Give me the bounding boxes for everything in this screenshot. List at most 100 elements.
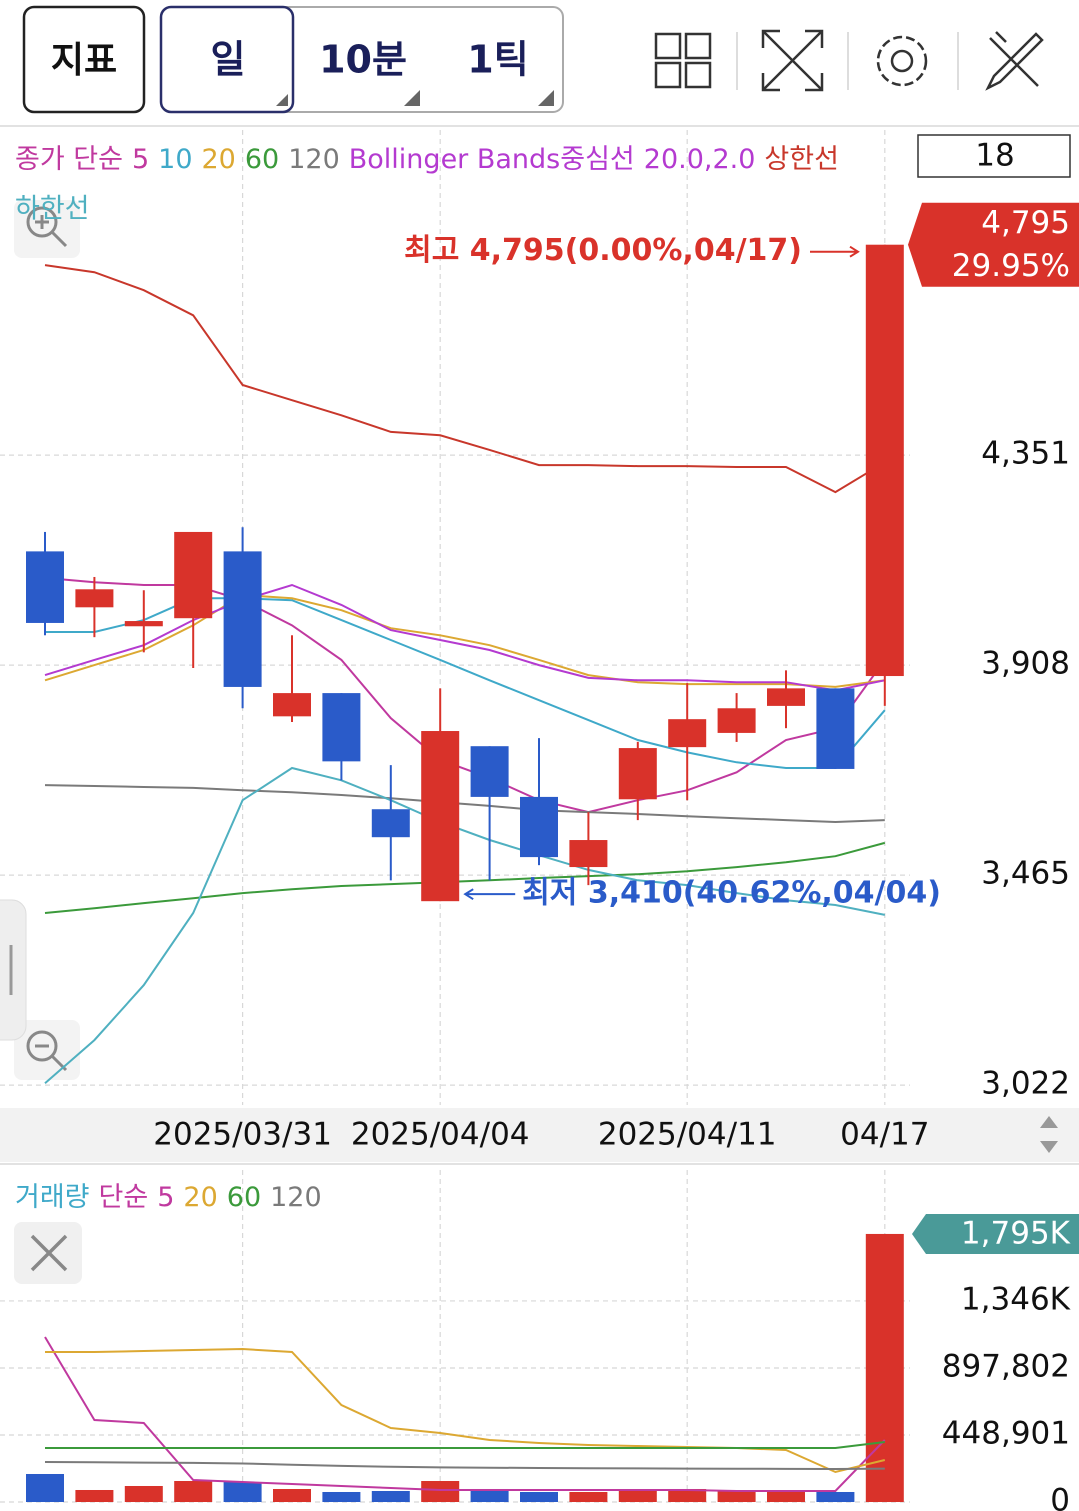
ma-line [45, 1441, 885, 1449]
candle-body [421, 731, 460, 902]
legend-item: 20 [183, 1182, 217, 1213]
y-tick-label: 3,908 [981, 646, 1070, 682]
legend-item: 120 [270, 1182, 322, 1213]
ma-line [44, 576, 886, 814]
x-tick-label: 2025/03/31 [153, 1117, 332, 1153]
candle-body [618, 748, 657, 800]
legend-item: 거래량 [15, 1182, 90, 1213]
y-tick-label: 448,901 [942, 1415, 1070, 1451]
volume-bar [717, 1490, 756, 1502]
x-tick-label: 2025/04/04 [351, 1117, 530, 1153]
y-tick-label: 4,351 [981, 436, 1070, 472]
candle-body [75, 589, 114, 608]
legend-item: 120 [288, 144, 340, 175]
scale-arrows[interactable] [1040, 1116, 1058, 1153]
volume-bar [174, 1480, 213, 1502]
ma-line [44, 766, 885, 1084]
ma-line [44, 264, 886, 494]
legend-item: 20.0,2.0 [644, 144, 756, 175]
volume-bar [75, 1489, 114, 1502]
y-tick-label: 3,465 [981, 856, 1070, 892]
volume-tag [912, 1213, 1079, 1254]
candle-body [569, 840, 608, 868]
x-tick-label: 2025/04/11 [598, 1117, 777, 1153]
indicator-button[interactable] [22, 5, 146, 114]
legend-item: 단순 [99, 1182, 149, 1213]
legend-item: 5 [157, 1182, 174, 1213]
period-box [917, 134, 1071, 178]
candle-body [668, 719, 707, 748]
volume-bar [618, 1490, 657, 1502]
candle-body [470, 746, 509, 797]
period-value: 18 [975, 138, 1014, 174]
legend-item: 10 [158, 144, 192, 175]
volume-bar [865, 1233, 904, 1502]
side-handle[interactable] [0, 899, 27, 1041]
high-annotation: 최고 4,795(0.00%,04/17) [404, 233, 802, 268]
ma-line [44, 583, 885, 692]
y-tick-label: 1,346K [961, 1281, 1071, 1317]
tools-icon[interactable] [985, 31, 1044, 91]
y-tick-label: 897,802 [942, 1348, 1070, 1384]
volume-bar [421, 1480, 460, 1502]
button-label: 지표 [51, 40, 117, 81]
close-icon[interactable] [30, 1234, 68, 1272]
candle-body [322, 693, 361, 762]
volume-bar [223, 1481, 262, 1502]
high-arrow [810, 245, 860, 258]
volume-bar [816, 1491, 855, 1502]
button-label: 1틱 [467, 38, 528, 82]
low-annotation: 최저 3,410(40.62%,04/04) [522, 876, 941, 911]
volume-tag-label: 1,795K [961, 1215, 1071, 1251]
date-axis-band [0, 1108, 1079, 1162]
legend-item: 중심선 [560, 144, 635, 175]
ma-line [44, 784, 885, 824]
legend-item: Bollinger Bands [349, 144, 560, 175]
legend-item: 5 [132, 144, 149, 175]
candle-body [816, 688, 855, 769]
zoom-out-bg[interactable] [14, 1020, 80, 1080]
price-change-label: 29.95% [952, 248, 1070, 284]
legend-item: 하한선 [15, 194, 90, 225]
candle-body [767, 688, 805, 706]
dropdown-corners [276, 90, 554, 106]
candle-body [174, 531, 213, 619]
candle-body [371, 809, 410, 838]
button-label: 10분 [319, 38, 407, 82]
ma-line [44, 1336, 886, 1492]
candle-body [717, 708, 756, 733]
volume-bar [668, 1488, 707, 1502]
ma-line [44, 593, 885, 688]
low-arrow [463, 888, 516, 901]
volume-bar [273, 1488, 311, 1502]
ma-line [44, 841, 886, 914]
separators [736, 32, 959, 90]
legend-item: 20 [202, 144, 236, 175]
x-tick-label: 04/17 [840, 1117, 929, 1153]
legend-item: 60 [245, 144, 279, 175]
zoom-in-icon[interactable] [26, 206, 68, 248]
ma-line [44, 1461, 885, 1471]
price-tag [908, 202, 1079, 287]
candle-body [273, 693, 311, 717]
day-button[interactable] [159, 5, 295, 114]
candle-body [865, 244, 904, 677]
legend: 거래량 단순 5 20 60 120 [15, 1182, 322, 1213]
legend-item: 상한선 [764, 144, 839, 175]
volume-bar [470, 1488, 509, 1502]
price-tag-label: 4,795 [981, 205, 1070, 241]
settings-icon[interactable] [876, 35, 928, 87]
volume-bar [520, 1491, 558, 1502]
y-tick-label: 3,022 [981, 1066, 1070, 1102]
volume-bar [371, 1490, 410, 1502]
candle-body [124, 621, 163, 627]
volume-bar [322, 1491, 361, 1502]
volume-bar [767, 1491, 805, 1502]
fullscreen-icon[interactable] [761, 29, 824, 92]
layout-icon[interactable] [654, 32, 712, 89]
candle-body [26, 551, 64, 623]
chart-layer: 2025/03/31 2025/04/04 2025/04/11 04/17 3,022… [0, 130, 1079, 1511]
candle-body [520, 796, 558, 858]
